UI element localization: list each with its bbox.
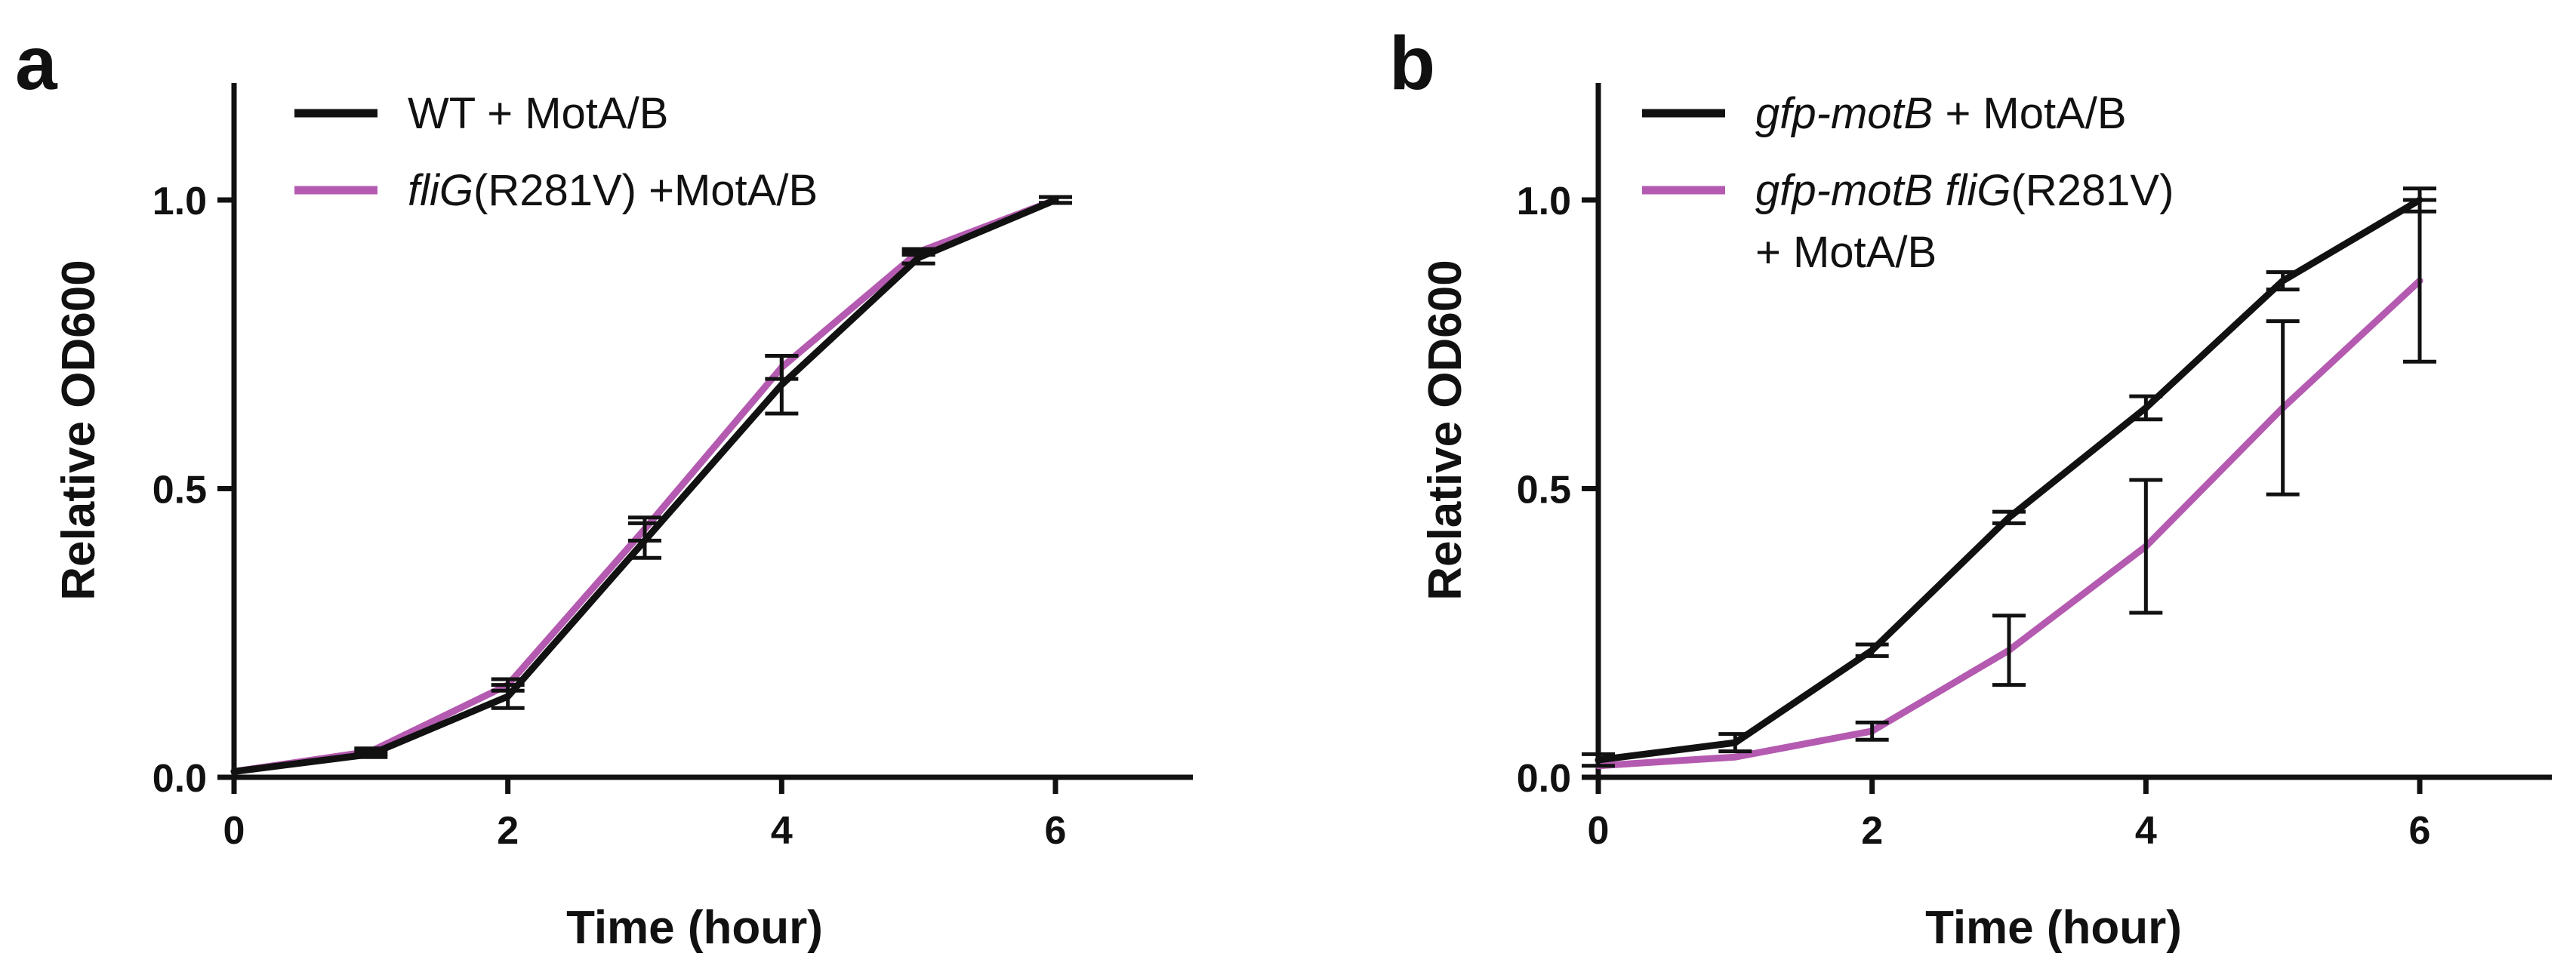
legend-label: fliG(R281V) +MotA/B — [408, 166, 818, 215]
legend-label-line2: + MotA/B — [1755, 228, 1937, 277]
error-bars-0 — [1582, 186, 2436, 768]
error-bars-0 — [354, 195, 1072, 759]
x-tick-label: 4 — [771, 809, 793, 853]
x-tick-label: 2 — [497, 809, 519, 853]
y-tick-label: 0.0 — [1517, 757, 1571, 801]
panel-b: b 0 2 4 6 0.0 0.5 1.0 Time (hour) Relative OD6… — [1389, 21, 2552, 954]
y-tick-label: 0.5 — [1517, 469, 1571, 512]
y-tick-label: 0.0 — [153, 757, 207, 801]
legend-label: WT + MotA/B — [408, 89, 668, 138]
x-tick-label: 0 — [223, 809, 245, 853]
panel-b-x-axis-title: Time (hour) — [1925, 902, 2182, 954]
panel-a-y-axis-title: Relative OD600 — [53, 260, 105, 600]
y-tick-label: 0.5 — [153, 469, 207, 512]
panel-a: a 0 2 4 6 0.0 0.5 1.0 Time (hour) Relative OD6… — [15, 21, 1193, 954]
panel-a-legend: WT + MotA/B fliG(R281V) +MotA/B — [294, 89, 818, 215]
panel-a-series — [230, 195, 1072, 775]
panel-b-y-axis-title: Relative OD600 — [1419, 260, 1471, 600]
y-tick-label: 1.0 — [1517, 180, 1571, 223]
legend-label: gfp-motB + MotA/B — [1755, 89, 2127, 138]
panel-b-ticks: 0 2 4 6 0.0 0.5 1.0 — [1517, 180, 2431, 853]
x-tick-label: 4 — [2135, 809, 2157, 853]
panel-a-letter: a — [15, 21, 58, 106]
panel-a-x-axis-title: Time (hour) — [566, 902, 823, 954]
legend-label: gfp-motB fliG(R281V) — [1755, 166, 2174, 215]
panel-b-series — [1582, 186, 2436, 770]
panel-a-ticks: 0 2 4 6 0.0 0.5 1.0 — [153, 180, 1067, 853]
y-tick-label: 1.0 — [153, 180, 207, 223]
error-bars-1 — [1855, 198, 2436, 742]
panel-b-legend: gfp-motB + MotA/B gfp-motB fliG(R281V) + M… — [1642, 89, 2174, 277]
x-tick-label: 6 — [1045, 809, 1067, 853]
x-tick-label: 0 — [1588, 809, 1610, 853]
x-tick-label: 2 — [1861, 809, 1883, 853]
panel-b-letter: b — [1389, 21, 1435, 106]
x-tick-label: 6 — [2409, 809, 2431, 853]
